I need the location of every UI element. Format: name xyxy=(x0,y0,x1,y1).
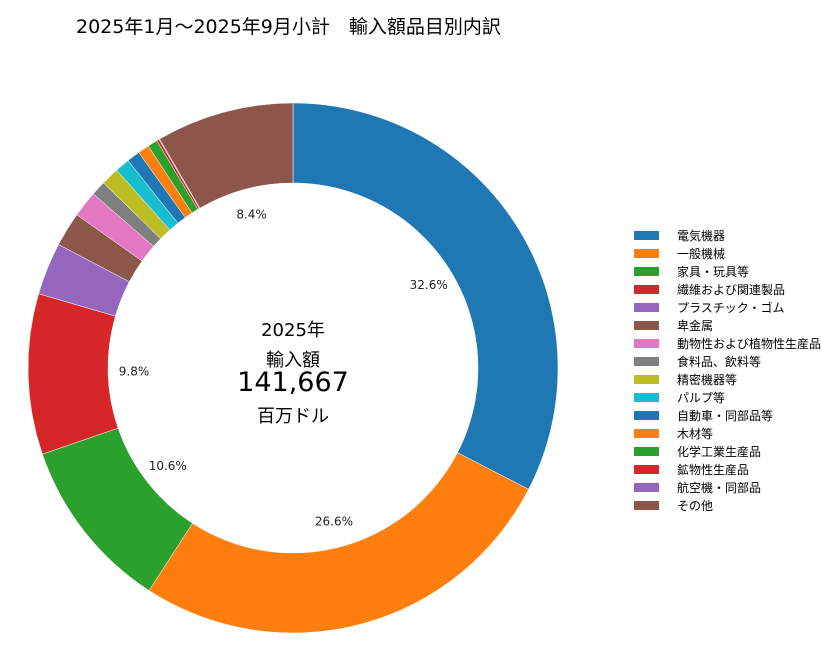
legend-swatch xyxy=(634,374,659,384)
legend-swatch xyxy=(634,482,659,492)
legend-label: 卑金属 xyxy=(677,318,714,333)
legend-item: 繊維および関連製品 xyxy=(634,280,821,298)
legend-swatch xyxy=(634,248,659,258)
slice-0 xyxy=(292,102,559,490)
center-value: 141,667 xyxy=(237,367,349,398)
legend-label: 電気機器 xyxy=(677,228,726,243)
data-label: 9.8% xyxy=(119,365,150,379)
legend-label: 一般機械 xyxy=(677,246,726,261)
legend-label: 鉱物性生産品 xyxy=(677,462,750,477)
data-label: 8.4% xyxy=(236,207,267,221)
legend-swatch xyxy=(634,230,659,240)
legend-label: 食料品、飲料等 xyxy=(677,354,762,369)
legend-item: その他 xyxy=(634,496,821,514)
legend-swatch xyxy=(634,338,659,348)
slice-3 xyxy=(27,293,119,455)
legend-item: 精密機器等 xyxy=(634,370,821,388)
legend-item: 家具・玩具等 xyxy=(634,262,821,280)
center-year: 2025年 xyxy=(261,320,325,341)
data-label: 32.6% xyxy=(410,278,448,292)
legend-item: 動物性および植物性生産品 xyxy=(634,334,821,352)
legend-label: 航空機・同部品 xyxy=(677,480,762,495)
legend-swatch xyxy=(634,356,659,366)
legend-swatch xyxy=(634,446,659,456)
legend-swatch xyxy=(634,302,659,312)
chart-title: 2025年1月～2025年9月小計 輸入額品目別内訳 xyxy=(76,16,501,38)
legend-swatch xyxy=(634,500,659,510)
legend-label: 繊維および関連製品 xyxy=(677,282,786,297)
legend-label: その他 xyxy=(677,498,714,513)
slice-1 xyxy=(148,452,529,634)
legend-label: 自動車・同部品等 xyxy=(677,408,774,423)
legend-label: 化学工業生産品 xyxy=(677,444,762,459)
legend-item: パルプ等 xyxy=(634,388,821,406)
legend-label: 家具・玩具等 xyxy=(677,264,750,279)
data-label: 26.6% xyxy=(315,515,353,529)
legend-item: 一般機械 xyxy=(634,244,821,262)
legend-swatch xyxy=(634,320,659,330)
legend-item: 電気機器 xyxy=(634,226,821,244)
legend-item: 食料品、飲料等 xyxy=(634,352,821,370)
legend-swatch xyxy=(634,284,659,294)
legend-item: 自動車・同部品等 xyxy=(634,406,821,424)
legend-swatch xyxy=(634,410,659,420)
legend-item: 化学工業生産品 xyxy=(634,442,821,460)
legend-item: 鉱物性生産品 xyxy=(634,460,821,478)
legend-item: 卑金属 xyxy=(634,316,821,334)
center-label: 輸入額 xyxy=(266,350,320,371)
slice-15 xyxy=(159,102,294,209)
legend-label: 動物性および植物性生産品 xyxy=(677,336,822,351)
legend-label: パルプ等 xyxy=(677,390,726,405)
legend-swatch xyxy=(634,464,659,474)
legend-label: プラスチック・ゴム xyxy=(677,300,785,315)
legend-item: プラスチック・ゴム xyxy=(634,298,821,316)
legend-swatch xyxy=(634,266,659,276)
legend-label: 精密機器等 xyxy=(677,372,738,387)
data-label: 10.6% xyxy=(149,459,187,473)
legend-swatch xyxy=(634,392,659,402)
legend-item: 航空機・同部品 xyxy=(634,478,821,496)
legend-swatch xyxy=(634,428,659,438)
legend-label: 木材等 xyxy=(677,426,714,441)
legend-item: 木材等 xyxy=(634,424,821,442)
center-unit: 百万ドル xyxy=(257,406,329,427)
legend: 電気機器一般機械家具・玩具等繊維および関連製品 プラスチック・ゴム 卑金属動物性およ… xyxy=(634,226,821,514)
